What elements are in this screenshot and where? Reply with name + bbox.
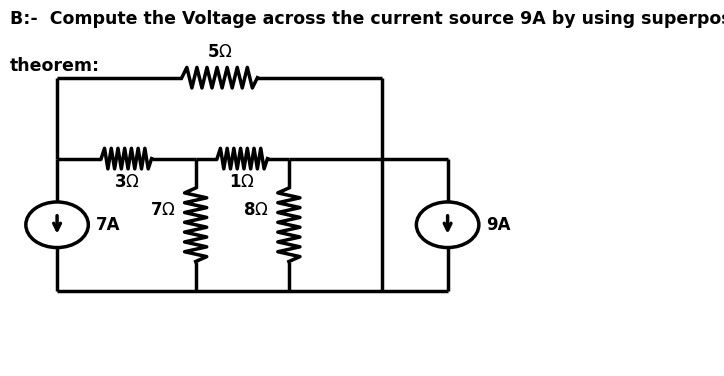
Text: 3$\Omega$: 3$\Omega$: [114, 173, 139, 191]
Text: 7A: 7A: [96, 216, 120, 234]
Text: 1$\Omega$: 1$\Omega$: [230, 173, 255, 191]
Text: theorem:: theorem:: [10, 58, 101, 76]
Text: B:-  Compute the Voltage across the current source 9A by using superposition: B:- Compute the Voltage across the curre…: [10, 10, 724, 28]
Text: 7$\Omega$: 7$\Omega$: [150, 201, 175, 219]
Text: 8$\Omega$: 8$\Omega$: [243, 201, 269, 219]
Text: 5$\Omega$: 5$\Omega$: [207, 43, 232, 61]
Text: 9A: 9A: [487, 216, 511, 234]
